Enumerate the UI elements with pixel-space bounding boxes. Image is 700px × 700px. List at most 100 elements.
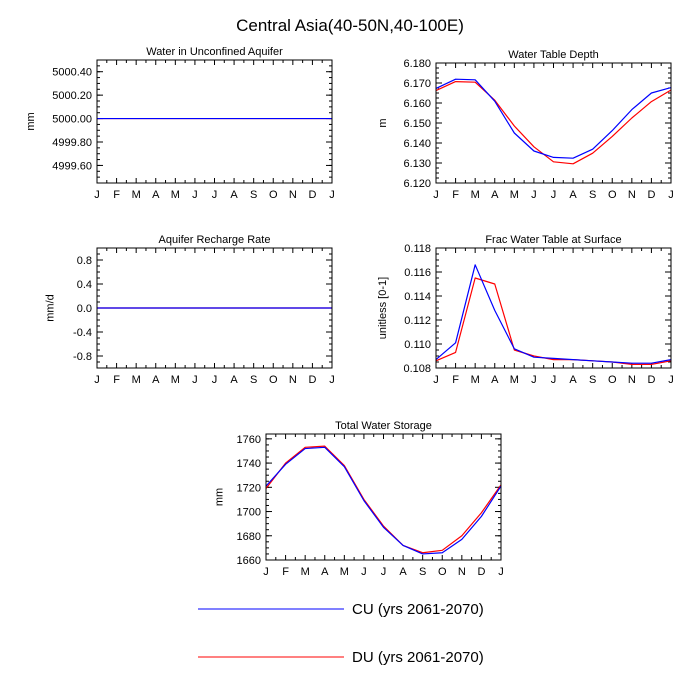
x-tick-label: O bbox=[608, 374, 617, 386]
x-tick-label: F bbox=[452, 374, 459, 386]
y-tick-label: -0.4 bbox=[73, 327, 92, 339]
chart-title: Frac Water Table at Surface bbox=[485, 234, 621, 246]
x-tick-label: S bbox=[589, 374, 596, 386]
series-line-cu bbox=[435, 264, 672, 364]
series-line-du bbox=[435, 80, 672, 165]
y-axis-label: unitless [0-1] bbox=[377, 277, 389, 339]
chart-title: Total Water Storage bbox=[335, 420, 432, 432]
x-tick-label: J bbox=[498, 566, 504, 578]
x-tick-label: J bbox=[361, 566, 367, 578]
x-tick-label: M bbox=[510, 374, 519, 386]
x-tick-label: M bbox=[340, 566, 349, 578]
x-tick-label: J bbox=[668, 374, 674, 386]
x-tick-label: J bbox=[212, 374, 218, 386]
x-tick-label: J bbox=[433, 374, 439, 386]
y-tick-label: 0.110 bbox=[404, 339, 431, 351]
series-line-du bbox=[265, 445, 502, 554]
x-tick-label: S bbox=[589, 189, 596, 201]
x-tick-label: D bbox=[647, 374, 655, 386]
y-tick-label: 6.170 bbox=[403, 78, 431, 90]
y-tick-label: 0.108 bbox=[403, 363, 431, 375]
y-tick-label: 0.0 bbox=[77, 303, 92, 315]
x-tick-label: J bbox=[551, 189, 557, 201]
x-tick-label: J bbox=[94, 189, 100, 201]
x-tick-label: A bbox=[399, 566, 407, 578]
y-tick-label: 1740 bbox=[237, 458, 261, 470]
y-tick-label: 6.150 bbox=[403, 118, 431, 130]
plot-frame bbox=[96, 247, 333, 369]
y-tick-label: 1660 bbox=[237, 555, 261, 567]
x-tick-label: J bbox=[94, 374, 100, 386]
legend: CU (yrs 2061-2070) DU (yrs 2061-2070) bbox=[198, 601, 484, 666]
y-tick-label: 4999.80 bbox=[52, 137, 92, 149]
x-tick-label: O bbox=[608, 189, 617, 201]
x-tick-label: J bbox=[433, 189, 439, 201]
x-tick-label: O bbox=[438, 566, 447, 578]
x-tick-label: J bbox=[551, 374, 557, 386]
plot-frame bbox=[96, 59, 333, 184]
x-tick-label: J bbox=[668, 189, 674, 201]
x-tick-label: J bbox=[192, 374, 198, 386]
y-tick-label: 1700 bbox=[237, 507, 261, 519]
x-tick-label: J bbox=[212, 189, 218, 201]
y-tick-label: 0.116 bbox=[404, 267, 431, 279]
x-tick-label: F bbox=[282, 566, 289, 578]
x-tick-label: D bbox=[477, 566, 485, 578]
x-tick-label: A bbox=[230, 189, 238, 201]
figure-title: Central Asia(40-50N,40-100E) bbox=[236, 16, 464, 35]
x-tick-label: O bbox=[269, 374, 278, 386]
y-tick-label: 0.8 bbox=[77, 255, 92, 267]
x-tick-label: S bbox=[250, 189, 257, 201]
y-tick-label: 0.114 bbox=[404, 291, 431, 303]
series-line-cu bbox=[265, 446, 502, 555]
x-tick-label: D bbox=[308, 374, 316, 386]
plot-frame bbox=[435, 247, 672, 369]
y-tick-label: 5000.00 bbox=[52, 114, 92, 126]
x-tick-label: A bbox=[491, 374, 499, 386]
x-tick-label: M bbox=[171, 189, 180, 201]
x-tick-label: A bbox=[230, 374, 238, 386]
x-tick-label: J bbox=[531, 374, 537, 386]
x-tick-label: S bbox=[250, 374, 257, 386]
y-axis-label: m bbox=[377, 118, 389, 127]
y-tick-label: 4999.60 bbox=[52, 160, 92, 172]
y-tick-label: 5000.40 bbox=[52, 67, 92, 79]
x-tick-label: A bbox=[321, 566, 329, 578]
x-tick-label: J bbox=[192, 189, 198, 201]
x-tick-label: N bbox=[289, 189, 297, 201]
x-tick-label: M bbox=[132, 374, 141, 386]
x-tick-label: F bbox=[113, 189, 120, 201]
y-axis-label: mm/d bbox=[44, 294, 56, 322]
x-tick-label: D bbox=[647, 189, 655, 201]
x-tick-label: J bbox=[381, 566, 387, 578]
series-line-cu bbox=[435, 78, 672, 159]
y-tick-label: 6.130 bbox=[403, 158, 431, 170]
x-tick-label: J bbox=[329, 374, 335, 386]
y-tick-label: -0.8 bbox=[73, 351, 92, 363]
y-tick-label: 6.180 bbox=[403, 58, 431, 70]
y-tick-label: 1680 bbox=[237, 531, 261, 543]
x-tick-label: A bbox=[569, 189, 577, 201]
x-tick-label: M bbox=[132, 189, 141, 201]
y-tick-label: 0.118 bbox=[404, 243, 431, 255]
x-tick-label: S bbox=[419, 566, 426, 578]
legend-label-du: DU (yrs 2061-2070) bbox=[352, 649, 484, 666]
x-tick-label: A bbox=[491, 189, 499, 201]
series-line-du bbox=[435, 277, 672, 365]
chart-title: Water in Unconfined Aquifer bbox=[146, 46, 283, 58]
y-axis-label: mm bbox=[213, 488, 225, 506]
x-tick-label: J bbox=[329, 189, 335, 201]
x-tick-label: M bbox=[471, 374, 480, 386]
y-tick-label: 0.4 bbox=[77, 279, 92, 291]
legend-label-cu: CU (yrs 2061-2070) bbox=[352, 601, 484, 618]
chart-title: Water Table Depth bbox=[508, 49, 599, 61]
y-tick-label: 6.140 bbox=[403, 138, 431, 150]
y-tick-label: 1760 bbox=[237, 434, 261, 446]
